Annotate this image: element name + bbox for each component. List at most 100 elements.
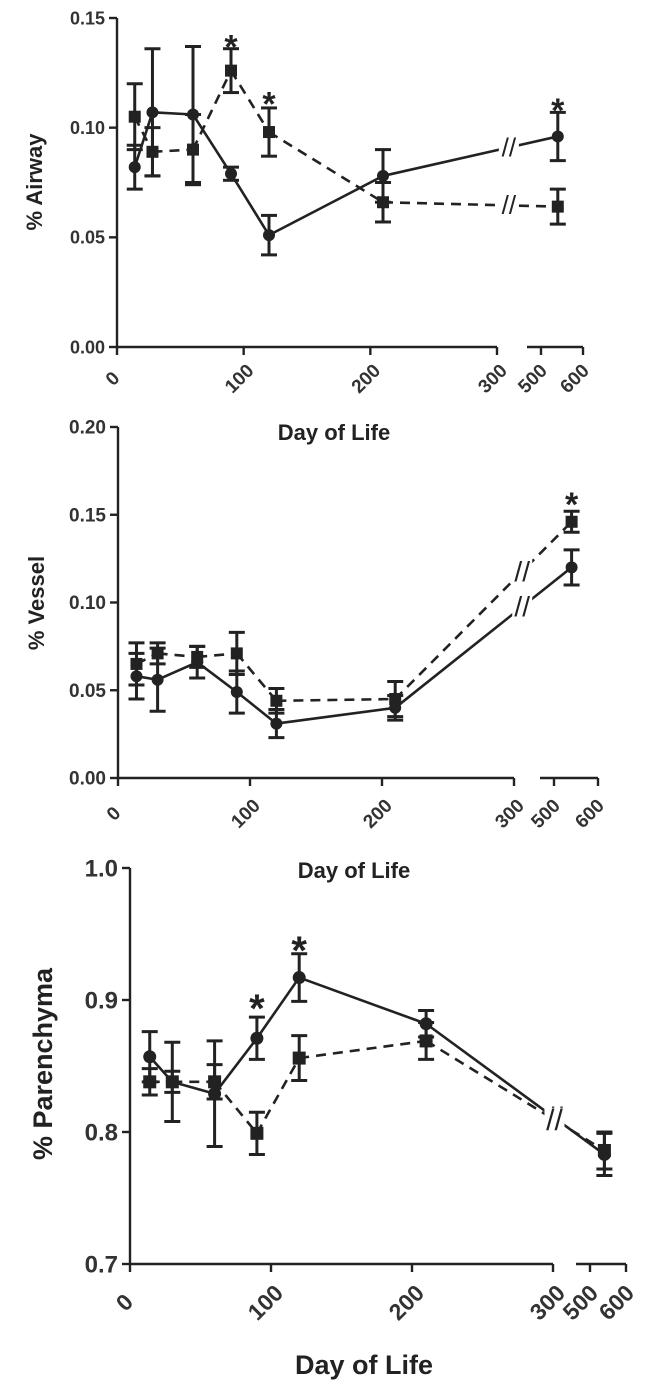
data-point-circle [143,1050,157,1064]
series-line-segment [191,113,233,175]
y-tick-label: 0.05 [69,681,106,702]
data-point-square [208,1075,222,1089]
data-point-square [151,647,164,660]
series-line-segment [299,1039,427,1060]
x-tick-label: 100 [227,795,264,832]
axis-break-gap [544,1107,565,1132]
axis-break-gap [498,135,519,160]
series-line-segment [382,200,558,208]
data-point-circle [292,971,306,985]
series-solid-circle: // [126,45,566,257]
x-tick-label: 0 [103,803,125,825]
x-tick-label: 600 [594,1280,640,1326]
data-point-square [377,196,389,209]
series-line-segment [268,130,384,204]
series-line-segment [229,173,271,236]
y-tick-label: 0.20 [69,418,106,439]
series-dashed-square: // [126,47,566,226]
data-point-square [146,145,159,158]
x-tick-label: 300 [491,795,528,832]
axis-break-mark: // [546,1104,563,1137]
y-axis-label: % Airway [22,133,47,231]
series-line-segment [394,566,573,709]
y-tick-label: 0.8 [85,1119,118,1146]
data-point-square [551,200,564,213]
axis-break-mark: // [502,132,517,162]
data-point-square [292,1051,306,1065]
x-tick-label: 200 [348,360,385,397]
data-point-circle [551,130,564,143]
y-tick-label: 0.15 [69,505,106,526]
x-tick-label: 100 [221,360,258,397]
x-tick-label: 500 [558,1280,604,1326]
x-tick-label: 600 [556,360,593,397]
x-tick-label: 0 [111,1289,138,1316]
series-line-segment [235,652,278,702]
axis-break-mark: // [514,556,530,587]
x-tick-label: 0 [102,368,124,390]
data-point-square [191,650,204,663]
data-point-square [225,64,237,77]
data-point-square [230,647,243,660]
y-tick-label: 0.15 [70,8,105,28]
y-tick-label: 0.10 [69,593,106,614]
series-dashed-square: // [141,1020,613,1171]
y-tick-label: 1.0 [85,855,118,882]
data-point-square [187,143,199,156]
significance-star: * [551,92,565,130]
x-axis-label: Day of Life [298,858,410,883]
data-point-circle [565,561,578,574]
x-tick-label: 100 [243,1280,289,1326]
chart-panel-a: 0.00 0.05 0.10 0.15 0 100 200 300 500 600 Day of L… [22,8,594,445]
series-line-segment [213,1081,258,1135]
series-line-segment [197,652,237,659]
y-tick-label: 0.00 [69,769,106,790]
data-point-square [250,1126,264,1140]
axis-break-gap [512,559,533,584]
series-line-segment [152,148,194,154]
series-line-segment [276,706,396,725]
significance-star: * [291,929,307,973]
x-axis-label: Day of Life [278,420,390,445]
series-line-segment [229,69,271,133]
data-point-circle [146,106,159,119]
series-solid-circle: // [128,548,580,740]
y-tick-label: 0.7 [85,1251,118,1278]
data-point-square [419,1034,433,1048]
series-line-segment [268,174,384,237]
y-tick-label: 0.9 [85,987,118,1014]
x-tick-label: 500 [514,360,551,397]
series-line-segment [255,976,301,1040]
x-axis-label: Day of Life [295,1350,433,1380]
significance-star: * [565,486,579,524]
data-point-circle [151,673,164,686]
y-tick-label: 0.10 [70,118,105,138]
x-tick-label: 500 [527,795,564,832]
axis-break-mark: // [502,190,517,220]
axis-break-gap [512,594,533,619]
axis-break-mark: // [514,591,530,622]
data-point-square [130,657,143,670]
series-line-segment [133,111,154,168]
data-point-circle [250,1031,264,1045]
series-line-segment [425,1039,606,1152]
y-axis-label: % Parenchyma [28,967,58,1160]
axis-break-gap [498,193,519,218]
series-line-segment [171,1080,215,1095]
data-point-circle [230,686,243,699]
series-dashed-square: // [128,509,580,719]
data-point-square [389,693,402,706]
series-line-segment [157,660,198,681]
series-line-segment [235,690,278,725]
significance-star: * [262,86,276,124]
y-tick-label: 0.00 [70,337,105,357]
series-line-segment [213,1037,258,1095]
y-tick-label: 0.05 [70,228,105,248]
data-point-square [565,515,578,528]
data-point-square [597,1143,611,1157]
significance-star: * [224,29,238,67]
data-point-square [128,110,141,123]
